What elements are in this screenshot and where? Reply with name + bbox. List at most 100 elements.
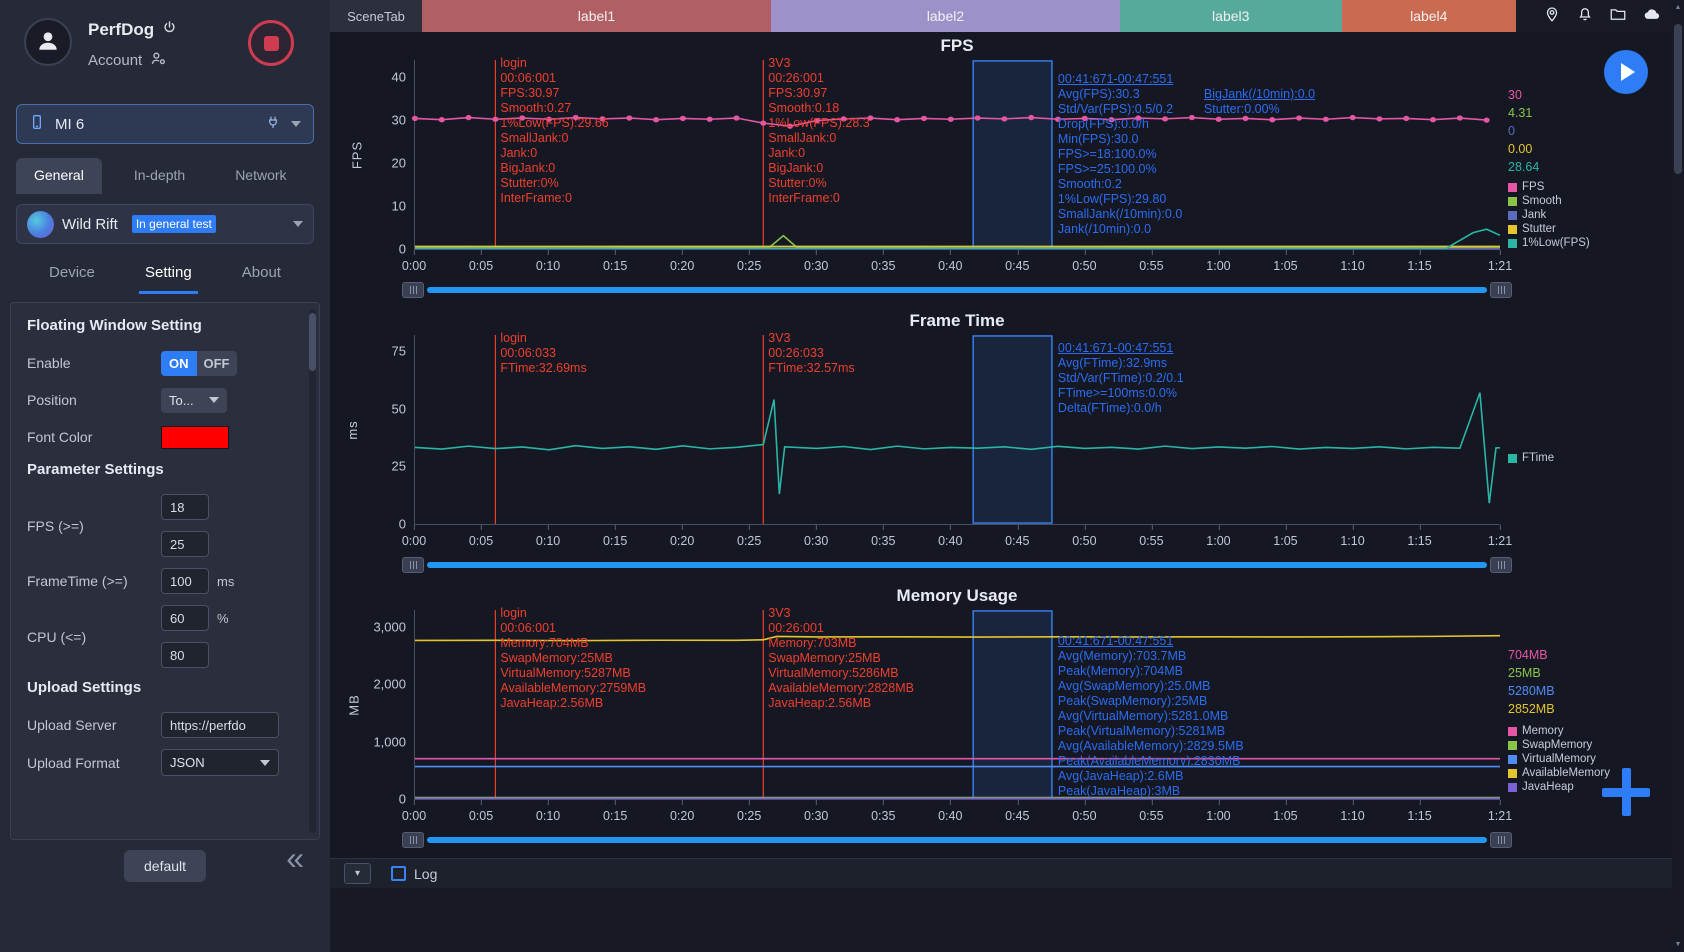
x-tick-label: 0:00 bbox=[401, 800, 427, 823]
play-button[interactable] bbox=[1604, 50, 1648, 94]
scroll-thumb[interactable] bbox=[1674, 24, 1682, 174]
bell-icon[interactable] bbox=[1576, 5, 1594, 28]
x-tick-label: 0:55 bbox=[1139, 250, 1164, 273]
tab-device[interactable]: Device bbox=[49, 264, 95, 281]
log-checkbox[interactable] bbox=[391, 866, 406, 881]
scene-label[interactable]: label4 bbox=[1341, 0, 1517, 32]
x-tick-label: 0:55 bbox=[1139, 525, 1164, 548]
account-label: Account bbox=[88, 52, 143, 69]
upload-settings-title: Upload Settings bbox=[27, 679, 142, 696]
scrollbar-left-handle[interactable] bbox=[402, 281, 424, 298]
power-icon[interactable] bbox=[162, 20, 177, 40]
scrollbar-track[interactable] bbox=[427, 836, 1487, 843]
font-color-swatch[interactable] bbox=[161, 425, 229, 449]
stop-record-button[interactable] bbox=[248, 20, 294, 66]
sidebar-footer: default « bbox=[0, 840, 330, 952]
x-tick-label: 0:05 bbox=[468, 525, 494, 548]
cpu-input-1[interactable] bbox=[161, 605, 209, 631]
scrollbar-left-handle[interactable] bbox=[402, 556, 424, 573]
legend-swatch bbox=[1508, 182, 1517, 192]
scene-tab-button[interactable]: SceneTab bbox=[330, 0, 422, 32]
x-tick-label: 1:05 bbox=[1273, 800, 1298, 823]
x-tick-label: 0:45 bbox=[1005, 800, 1030, 823]
scrollbar-track[interactable] bbox=[427, 286, 1487, 293]
device-selector[interactable]: MI 6 bbox=[16, 104, 314, 144]
chart-side-panel: 30 4.31 0 0.00 28.64 FPS Smooth Jank Stutter 1%L… bbox=[1508, 76, 1660, 250]
vertical-scrollbar[interactable]: ▲ ▼ bbox=[1672, 0, 1684, 952]
upload-format-select[interactable]: JSON bbox=[161, 749, 279, 776]
y-tick-label: 10 bbox=[391, 198, 406, 214]
frame-time-chart-plot[interactable]: ms 0 25 50 75 login 00:06:033 FTime:32.69ms 3V3… bbox=[345, 331, 1500, 532]
folder-icon[interactable] bbox=[1609, 5, 1627, 28]
connection-icon[interactable] bbox=[265, 114, 281, 135]
scrollbar-right-handle[interactable] bbox=[1490, 281, 1512, 298]
tab-about[interactable]: About bbox=[241, 264, 281, 281]
x-tick-label: 0:50 bbox=[1072, 525, 1097, 548]
x-axis-labels: 0:00 0:05 0:10 0:15 0:20 0:25 0:30 0:35 0:40 0:45… bbox=[402, 250, 1512, 273]
scrollbar-left-handle[interactable] bbox=[402, 831, 424, 848]
fps-chart-scrollbar[interactable] bbox=[402, 281, 1512, 298]
tab-in-depth[interactable]: In-depth bbox=[133, 167, 186, 183]
tab-general[interactable]: General bbox=[16, 158, 102, 194]
tab-setting[interactable]: Setting bbox=[138, 260, 198, 294]
current-value: 0 bbox=[1508, 124, 1515, 138]
toggle-off[interactable]: OFF bbox=[196, 350, 237, 376]
x-tick-label: 0:20 bbox=[669, 525, 695, 548]
scene-label[interactable]: label3 bbox=[1119, 0, 1342, 32]
current-value: 704MB bbox=[1508, 648, 1548, 662]
account-row[interactable]: Account bbox=[88, 50, 167, 71]
game-mode-highlight[interactable]: In general test bbox=[131, 215, 216, 233]
avatar[interactable] bbox=[24, 18, 72, 66]
expand-log-button[interactable]: ▾ bbox=[344, 863, 371, 884]
fps-threshold-input-1[interactable] bbox=[161, 494, 209, 520]
scene-label[interactable]: label1 bbox=[422, 0, 771, 32]
x-tick-label: 0:35 bbox=[871, 800, 896, 823]
scene-label[interactable]: label2 bbox=[770, 0, 1120, 32]
chevron-down-icon[interactable] bbox=[293, 221, 303, 227]
enable-toggle[interactable]: ON OFF bbox=[161, 350, 237, 376]
collapse-sidebar-icon[interactable]: « bbox=[286, 840, 304, 876]
position-select[interactable]: To... bbox=[161, 387, 227, 413]
frametime-input[interactable] bbox=[161, 568, 209, 594]
frame-time-chart-scrollbar[interactable] bbox=[402, 556, 1512, 573]
settings-scrollbar-thumb[interactable] bbox=[309, 313, 316, 371]
scrollbar-right-handle[interactable] bbox=[1490, 556, 1512, 573]
current-value: 2852MB bbox=[1508, 702, 1555, 716]
scroll-down-arrow[interactable]: ▼ bbox=[1674, 941, 1682, 948]
x-tick-label: 1:15 bbox=[1407, 800, 1432, 823]
account-settings-icon[interactable] bbox=[150, 50, 167, 71]
legend-swatch bbox=[1508, 453, 1517, 463]
main-area: SceneTab label1 label2 label3 label4 bbox=[330, 0, 1684, 952]
fps-chart-plot[interactable]: FPS 0 10 20 30 40 login 00:06:001 FPS:30.97 Smoo… bbox=[350, 56, 1500, 257]
fps-chart: FPS FPS 0 10 20 30 40 login 00:06:001 FPS:30.97… bbox=[330, 32, 1684, 307]
fps-threshold-input-2[interactable] bbox=[161, 531, 209, 557]
y-tick-label: 30 bbox=[391, 112, 406, 128]
selection-stats: 00:41:671-00:47:551 Avg(FPS):30.3 Std/Var(… bbox=[1057, 72, 1183, 236]
scrollbar-right-handle[interactable] bbox=[1490, 831, 1512, 848]
log-toggle[interactable]: Log bbox=[391, 866, 437, 882]
frametime-unit: ms bbox=[217, 573, 235, 589]
scroll-up-arrow[interactable]: ▲ bbox=[1674, 4, 1682, 11]
font-color-label: Font Color bbox=[27, 429, 93, 445]
location-icon[interactable] bbox=[1543, 5, 1561, 28]
x-tick-label: 0:20 bbox=[669, 250, 695, 273]
chevron-down-icon[interactable] bbox=[291, 121, 301, 127]
settings-scrollbar-track[interactable] bbox=[309, 309, 316, 833]
toggle-on[interactable]: ON bbox=[161, 350, 197, 376]
x-tick-label: 0:00 bbox=[401, 250, 427, 273]
memory-usage-chart-plot[interactable]: MB 0 1,000 2,000 3,000 login 00:06:001 Memory:… bbox=[346, 606, 1500, 807]
legend-item: FPS bbox=[1508, 180, 1660, 194]
scrollbar-track[interactable] bbox=[427, 561, 1487, 568]
default-button[interactable]: default bbox=[124, 850, 207, 882]
upload-server-input[interactable] bbox=[161, 712, 279, 738]
game-selector[interactable]: Wild Rift In general test bbox=[16, 204, 314, 244]
secondary-tabs: Device Setting About bbox=[24, 260, 306, 294]
cloud-icon[interactable] bbox=[1642, 5, 1662, 28]
memory-usage-chart-scrollbar[interactable] bbox=[402, 831, 1512, 848]
add-button[interactable] bbox=[1600, 766, 1652, 818]
tab-network[interactable]: Network bbox=[235, 167, 287, 183]
charts-region: FPS FPS 0 10 20 30 40 login 00:06:001 FPS:30.97… bbox=[330, 32, 1684, 858]
chart-legend: FPS Smooth Jank Stutter 1%Low(FPS) bbox=[1508, 180, 1660, 250]
chevron-down-icon bbox=[260, 759, 270, 766]
cpu-input-2[interactable] bbox=[161, 642, 209, 668]
